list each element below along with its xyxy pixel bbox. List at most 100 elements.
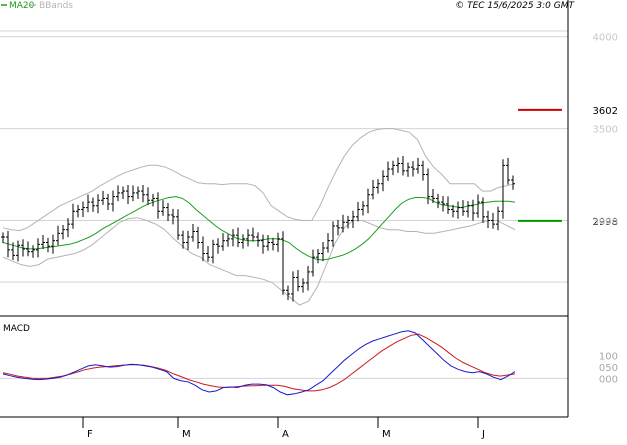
price-bar (351, 210, 355, 228)
price-bar (151, 193, 155, 207)
price-bar (451, 204, 455, 218)
price-bar (186, 230, 190, 251)
price-bar (31, 245, 35, 258)
price-bar (16, 240, 20, 262)
price-bar (326, 233, 330, 253)
price-bar (466, 201, 470, 218)
price-bar (61, 225, 65, 240)
price-bar (291, 271, 295, 302)
price-bar (281, 231, 285, 295)
price-bar (431, 189, 435, 204)
price-bar (311, 249, 315, 277)
price-bar (251, 227, 255, 242)
price-bar (176, 209, 180, 240)
price-bar (86, 194, 90, 213)
price-bar (356, 201, 360, 222)
price-bar (486, 210, 490, 228)
x-tick-label: J (481, 429, 485, 440)
price-bar (381, 170, 385, 192)
price-bar (206, 246, 210, 262)
price-bar (421, 160, 425, 181)
price-bar (401, 155, 405, 176)
price-bar (226, 234, 230, 247)
price-bar (316, 248, 320, 264)
x-tick-label: M (182, 429, 191, 440)
price-bar (126, 185, 130, 205)
price-bar (481, 197, 485, 223)
macd-line (2, 330, 516, 396)
price-bar (386, 161, 390, 181)
price-bar (396, 157, 400, 173)
price-bar (26, 241, 30, 257)
price-bar (341, 214, 345, 233)
price-bar (76, 204, 80, 218)
price-bar (231, 229, 235, 247)
macd-y-tick-label: 100 (599, 352, 618, 363)
price-bar (441, 196, 445, 212)
x-tick-label: M (382, 429, 391, 440)
price-bar (461, 200, 465, 216)
price-bar (201, 236, 205, 262)
price-bar (346, 215, 350, 229)
price-bar (51, 234, 55, 254)
price-bar (471, 199, 475, 221)
price-bar (321, 241, 325, 262)
macd-y-tick-label: 000 (599, 374, 618, 385)
price-bar (11, 242, 15, 260)
price-y-tick-label: 4000 (593, 33, 618, 44)
macd-lines (2, 330, 516, 396)
macd-title: MACD (3, 324, 30, 334)
price-bar (436, 193, 440, 209)
bbands-lower-line (2, 217, 516, 306)
signal-line (2, 333, 516, 392)
price-bar (411, 161, 415, 177)
price-y-tick-label: 3500 (593, 125, 618, 136)
price-bar (216, 238, 220, 254)
price-bar (131, 185, 135, 202)
price-bar (156, 192, 160, 219)
price-bar (1, 232, 5, 244)
price-bar (96, 194, 100, 214)
price-bar (276, 232, 280, 252)
price-y-tick-label: 3000 (593, 216, 618, 227)
x-tick-label: F (87, 429, 93, 440)
price-bar (271, 237, 275, 251)
level-label: 2998 (593, 217, 618, 228)
price-bar (261, 234, 265, 254)
price-bar (81, 201, 85, 217)
price-bar (121, 186, 125, 199)
price-bar (106, 193, 110, 210)
price-bar (376, 179, 380, 194)
price-levels: 3602 2998 (518, 106, 618, 228)
price-bar (56, 225, 60, 246)
copyright-text: © TEC 15/6/2025 3:0 GMT (455, 1, 575, 11)
price-bar (241, 234, 245, 249)
price-bar (426, 168, 430, 205)
price-bar (181, 230, 185, 249)
price-bar (116, 185, 120, 202)
price-bar (111, 190, 115, 212)
price-bar (331, 221, 335, 247)
price-y-ticks: 4000 3500 3000 (593, 33, 618, 228)
price-bar (221, 233, 225, 251)
price-bar (91, 197, 95, 212)
bollinger-bands (2, 128, 516, 306)
price-bar (301, 278, 305, 293)
price-bar (66, 218, 70, 238)
price-bar (336, 219, 340, 236)
price-bar (236, 227, 240, 248)
bbands-legend-label: BBands (39, 1, 73, 11)
price-bar (371, 179, 375, 200)
price-bar (506, 157, 510, 185)
price-bar (101, 190, 105, 205)
price-bar (456, 201, 460, 219)
price-bar (141, 185, 145, 203)
price-bar (496, 206, 500, 231)
price-bar (256, 232, 260, 247)
price-bar (391, 160, 395, 176)
price-bar (296, 269, 300, 292)
